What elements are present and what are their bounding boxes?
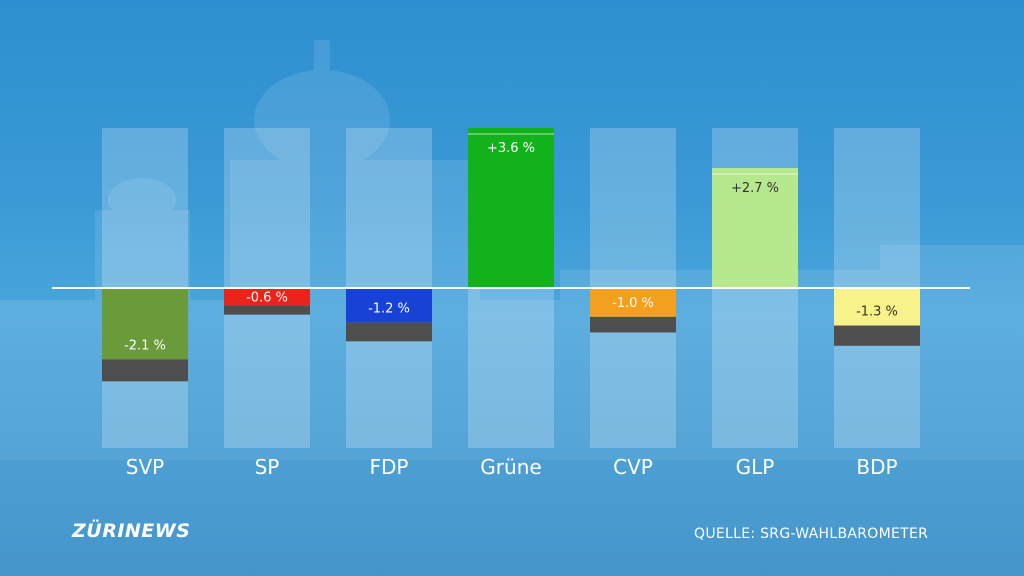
value-label-bdp: -1.3 % — [856, 305, 898, 320]
bars — [102, 128, 920, 382]
zurinews-logo: ZÜRINEWS — [72, 520, 191, 542]
value-label-fdp: -1.2 % — [368, 302, 410, 317]
bar-gr-ne — [468, 128, 554, 288]
value-label-sp: -0.6 % — [246, 290, 288, 305]
category-label-glp: GLP — [736, 455, 775, 479]
category-label-sp: SP — [255, 455, 280, 479]
category-label-svp: SVP — [126, 455, 164, 479]
bar-fdp — [346, 288, 432, 323]
category-label-gr-ne: Grüne — [480, 455, 541, 479]
bar-shadow-fdp — [346, 322, 432, 342]
category-label-bdp: BDP — [856, 455, 897, 479]
value-label-gr-ne: +3.6 % — [487, 141, 535, 156]
bar-shadow-bdp — [834, 325, 920, 346]
bar-shadow-sp — [224, 305, 310, 315]
value-labels: -2.1 % -0.6 % -1.2 % +3.6 % -1.0 % +2.7 % -1.3… — [124, 141, 898, 353]
value-label-svp: -2.1 % — [124, 338, 166, 353]
category-label-fdp: FDP — [370, 455, 409, 479]
bar-shadow-cvp — [590, 316, 676, 333]
category-labels: SVP SP FDP Grüne CVP GLP BDP — [126, 455, 898, 479]
bar-glp — [712, 168, 798, 288]
category-label-cvp: CVP — [613, 455, 653, 479]
value-label-glp: +2.7 % — [731, 181, 779, 196]
bar-bdp — [834, 288, 920, 326]
value-label-cvp: -1.0 % — [612, 296, 654, 311]
bar-shadow-svp — [102, 359, 188, 382]
bar-cvp — [590, 288, 676, 317]
bar-sp — [224, 288, 310, 306]
source-caption: QUELLE: SRG-WAHLBAROMETER — [694, 526, 929, 542]
bar-svp — [102, 288, 188, 360]
